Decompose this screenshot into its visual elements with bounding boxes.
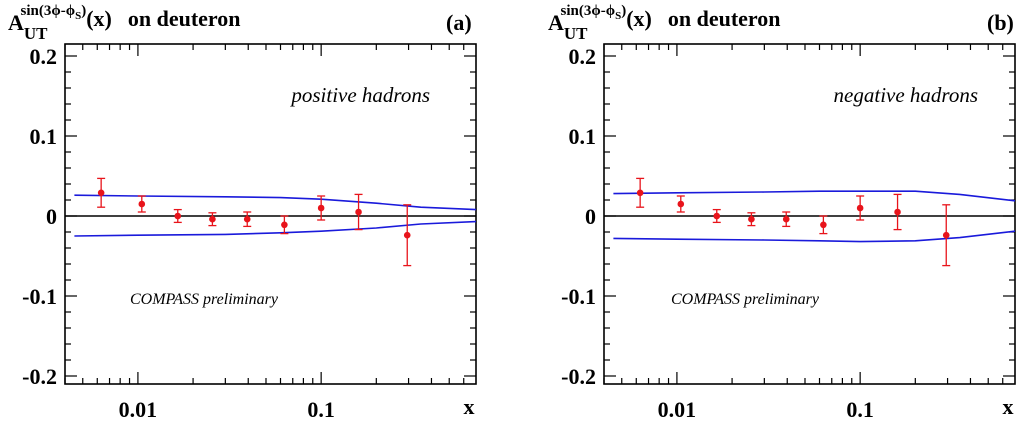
panel-label: (b) <box>987 10 1014 35</box>
data-point <box>97 189 105 197</box>
band-upper-curve <box>74 194 476 211</box>
band-lower-curve <box>613 230 1015 243</box>
data-point <box>355 208 362 216</box>
y-tick-label: 0 <box>46 204 57 229</box>
hadron-annotation: positive hadrons <box>289 83 430 107</box>
panel-label: (a) <box>446 10 472 35</box>
data-point <box>894 208 901 216</box>
axis-ticks <box>603 44 1015 384</box>
plot-frame <box>64 43 477 385</box>
y-tick-label: -0.1 <box>561 284 596 309</box>
chart-title: AUTsin(3ϕ-ϕS)(x) on deuteron <box>548 3 781 43</box>
data-point <box>942 231 950 239</box>
data-point <box>174 212 182 220</box>
data-point <box>138 200 146 208</box>
x-axis-label: x <box>464 394 475 419</box>
data-point <box>281 221 288 229</box>
x-axis-label: x <box>1003 394 1014 419</box>
chart-panel-b: 0.2 0.1 0 -0.1 -0.2 0.01 0.1 x AUTsin(3ϕ-ϕS)(x) o… <box>548 3 1016 422</box>
band-upper-curve <box>613 190 1015 202</box>
x-tick-label: 0.01 <box>658 397 697 422</box>
y-tick-label: 0 <box>585 204 596 229</box>
data-point <box>243 215 251 223</box>
data-point <box>636 189 644 197</box>
chart-title: AUTsin(3ϕ-ϕS)(x) on deuteron <box>8 3 241 43</box>
hadron-annotation: negative hadrons <box>834 83 978 107</box>
y-tick-label: 0.1 <box>30 124 58 149</box>
data-points <box>636 177 951 267</box>
y-tick-label: -0.2 <box>561 364 596 389</box>
chart-panel-a: 0.2 0.1 0 -0.1 -0.2 0.01 0.1 x AUTsin(3ϕ-ϕS)(x) o… <box>8 3 477 422</box>
x-tick-label: 0.1 <box>307 397 335 422</box>
data-point <box>782 215 790 223</box>
data-point <box>209 215 216 223</box>
x-tick-label: 0.01 <box>119 397 158 422</box>
data-point <box>856 204 864 212</box>
y-tick-label: 0.2 <box>569 44 597 69</box>
band-lower-curve <box>74 220 476 237</box>
y-tick-label: 0.2 <box>30 44 58 69</box>
y-tick-label: -0.2 <box>22 364 57 389</box>
plot-frame <box>603 43 1016 385</box>
data-point <box>713 212 721 220</box>
data-point <box>748 215 755 223</box>
axis-ticks <box>64 44 476 384</box>
x-tick-label: 0.1 <box>846 397 874 422</box>
preliminary-label: COMPASS preliminary <box>671 291 820 308</box>
data-point <box>677 200 685 208</box>
y-tick-label: 0.1 <box>569 124 597 149</box>
data-point <box>820 221 827 229</box>
data-point <box>317 204 325 212</box>
y-tick-label: -0.1 <box>22 284 57 309</box>
preliminary-label: COMPASS preliminary <box>130 291 279 308</box>
data-point <box>403 231 411 239</box>
data-points <box>97 177 412 267</box>
